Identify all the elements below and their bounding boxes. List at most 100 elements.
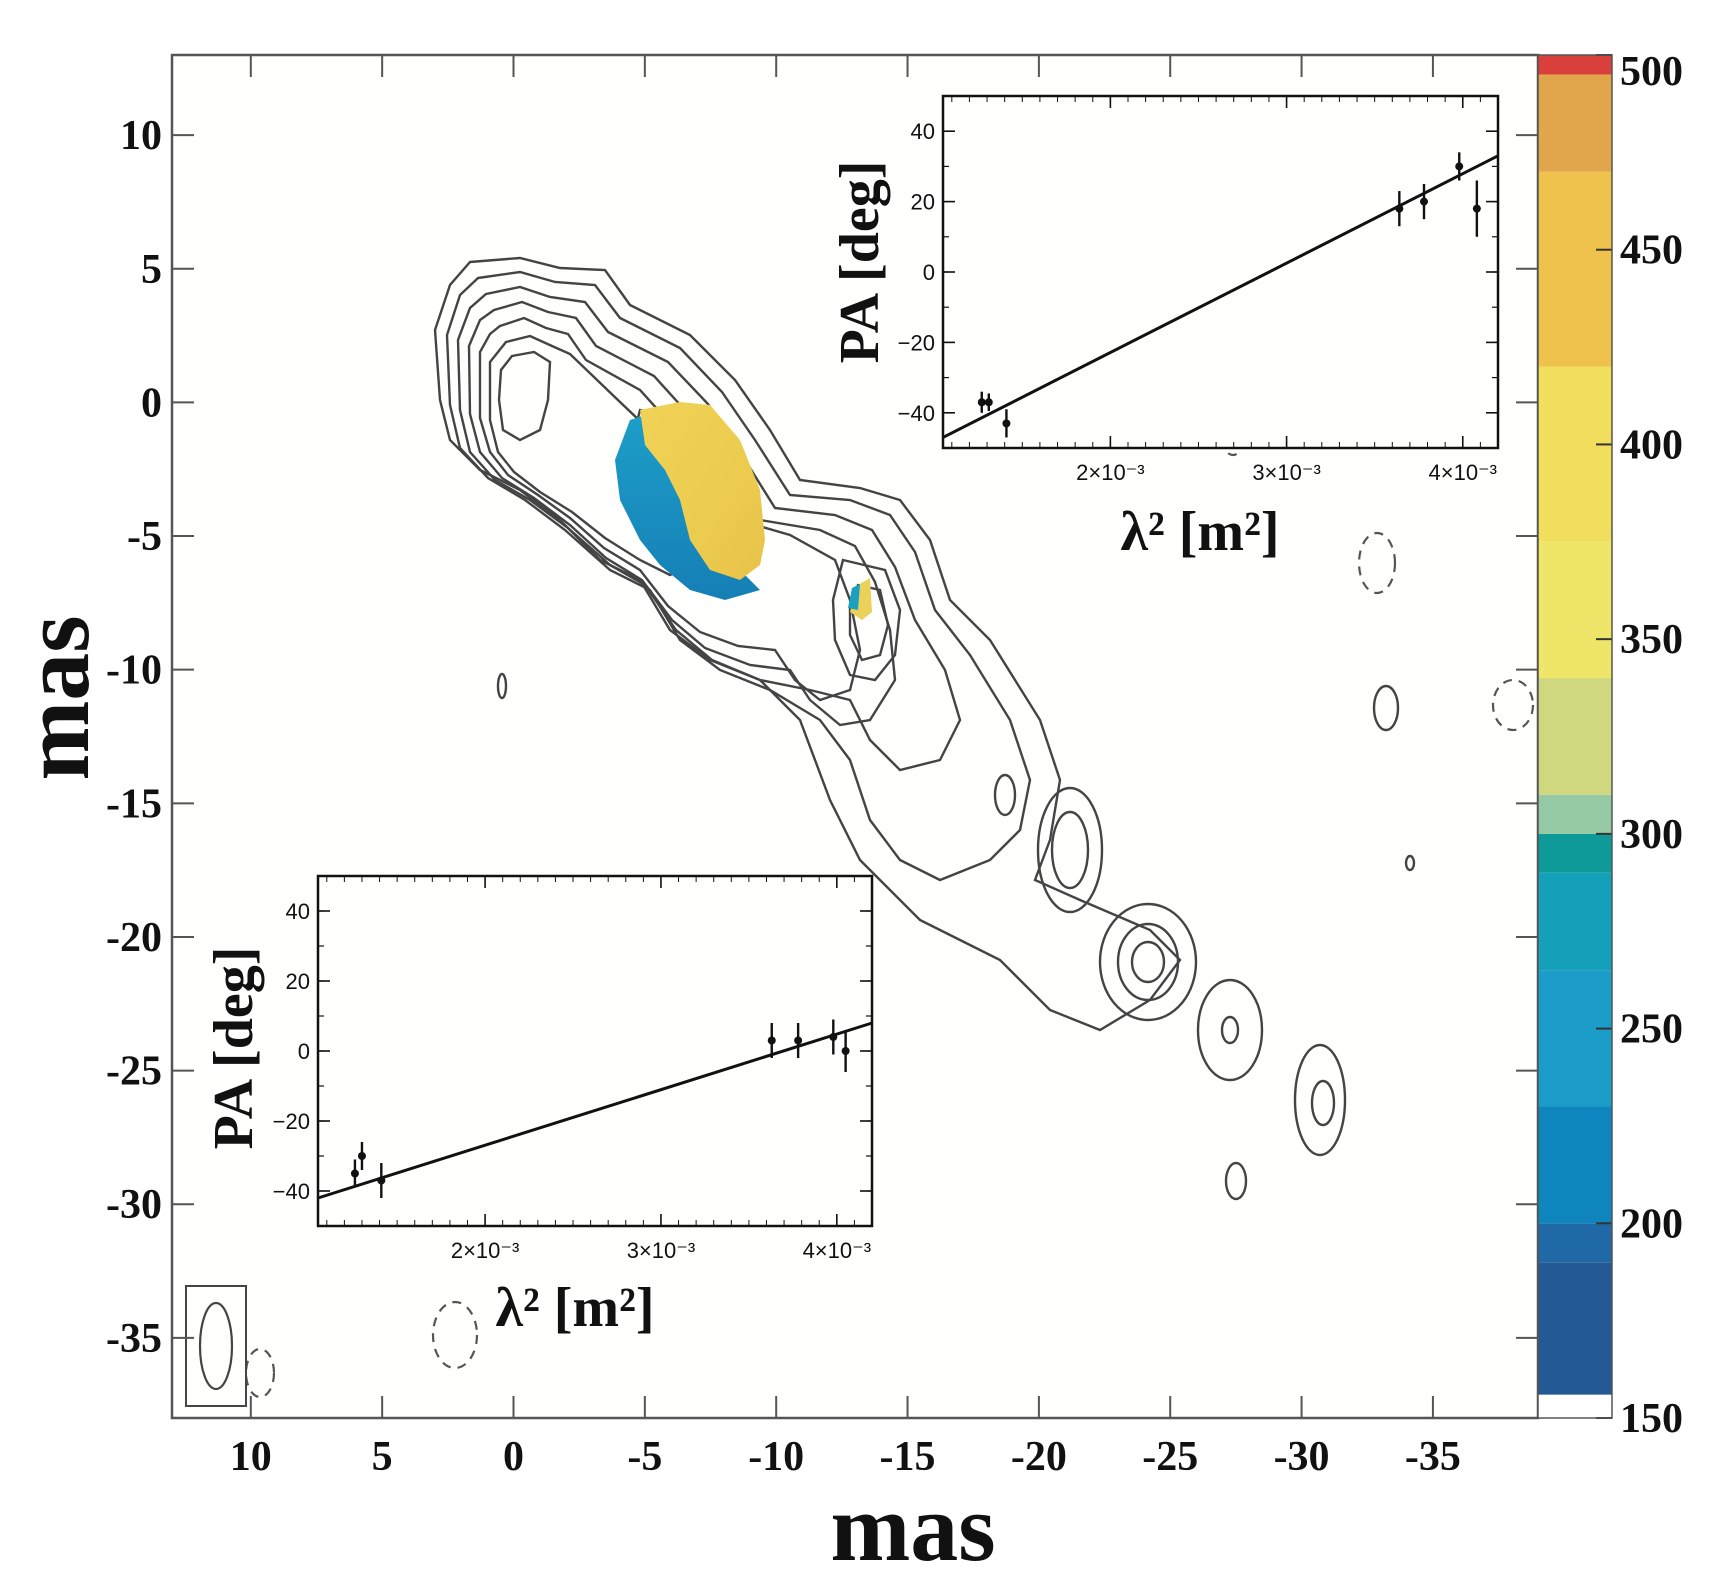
- colorbar-band: [1538, 872, 1612, 971]
- inset-data-point: [1472, 204, 1481, 213]
- colorbar-band: [1538, 541, 1612, 679]
- y-tick-label: 10: [120, 113, 162, 159]
- contour-21: [1293, 1043, 1347, 1157]
- x-axis-title: mas: [830, 1474, 995, 1577]
- contour-25: [496, 672, 508, 700]
- inset-data-point: [829, 1033, 838, 1041]
- main-axis-ticks: [172, 55, 1538, 1418]
- y-axis-title: mas: [2, 615, 109, 780]
- colorbar-label: 150: [1620, 1396, 1683, 1442]
- contour-19: [1196, 978, 1264, 1082]
- inset-lower-plot: 40 20 0 −20 −40 2×10⁻³ 3×10⁻³ 4×10⁻³: [273, 875, 873, 1263]
- colorbar-band: [1538, 833, 1612, 873]
- inset-x-tick-label: 4×10⁻³: [1429, 460, 1498, 485]
- inset-x-tick-label: 4×10⁻³: [803, 1238, 872, 1263]
- inset-x-tick-label: 3×10⁻³: [1252, 460, 1321, 485]
- contour-18: [1130, 940, 1166, 984]
- contour-5: [478, 316, 862, 702]
- inset-lower-ylabel: PA [deg]: [203, 947, 265, 1150]
- colorbar-band: [1538, 366, 1612, 542]
- colorbar-band: [1538, 171, 1612, 367]
- inset-y-tick-label: 0: [923, 260, 935, 285]
- rm-patch-yellow: [640, 402, 765, 580]
- contour-24: [1372, 684, 1400, 732]
- colorbar-band: [1538, 55, 1612, 75]
- inset-data-point: [977, 398, 986, 407]
- main-y-tick-labels: 10 5 0 -5 -10 -15 -20 -25 -30 -35: [106, 113, 162, 1362]
- colorbar-bands: [1538, 55, 1612, 1418]
- x-tick-label: -10: [748, 1434, 804, 1480]
- colorbar-label: 250: [1620, 1007, 1683, 1053]
- inset-data-point: [1455, 162, 1464, 171]
- colorbar-band: [1538, 1106, 1612, 1224]
- colorbar-label: 500: [1620, 49, 1683, 95]
- contour-12: [848, 583, 890, 662]
- inset-upper: 40 20 0 −20 −40 2×10⁻³ 3×10⁻³ 4×10⁻³ λ² [m²] PA…: [829, 94, 1500, 563]
- contour-13: [993, 773, 1017, 817]
- inset-lower: 40 20 0 −20 −40 2×10⁻³ 3×10⁻³ 4×10⁻³ λ² [m²] PA…: [203, 874, 874, 1339]
- inset-data-point: [984, 398, 993, 407]
- inset-data-point: [350, 1169, 359, 1178]
- x-tick-label: 0: [503, 1434, 524, 1480]
- inset-data-point: [377, 1176, 386, 1185]
- contour-neg-2: [1357, 531, 1397, 595]
- inset-upper-plot: 40 20 0 −20 −40 2×10⁻³ 3×10⁻³ 4×10⁻³: [898, 95, 1499, 485]
- colorbar-band: [1538, 74, 1612, 172]
- y-tick-label: -30: [106, 1182, 162, 1228]
- colorbar: 500 450 400 350 300 250 200 150: [1537, 49, 1683, 1442]
- inset-x-tick-label: 2×10⁻³: [1076, 460, 1145, 485]
- colorbar-ticks: 500 450 400 350 300 250 200 150: [1596, 49, 1683, 1442]
- rm-color-map: [615, 402, 872, 620]
- x-tick-label: 10: [230, 1434, 272, 1480]
- y-tick-label: 5: [141, 247, 162, 293]
- inset-data-point: [1420, 197, 1428, 206]
- y-tick-label: -15: [106, 781, 162, 827]
- inset-y-tick-label: −40: [273, 1179, 310, 1204]
- inset-data-point: [794, 1036, 803, 1045]
- inset-y-tick-label: 40: [911, 119, 935, 144]
- main-x-tick-labels: 10 5 0 -5 -10 -15 -20 -25 -30 -35: [230, 1434, 1461, 1480]
- inset-lower-xlabel: λ² [m²]: [495, 1277, 654, 1339]
- colorbar-band: [1538, 794, 1612, 834]
- inset-fit-line: [317, 1021, 873, 1200]
- contour-3: [456, 285, 962, 772]
- colorbar-band: [1538, 1262, 1612, 1395]
- inset-y-tick-label: 20: [911, 190, 935, 215]
- inset-data-point: [357, 1152, 366, 1160]
- contour-22: [1310, 1079, 1336, 1127]
- inset-data-point: [841, 1047, 850, 1055]
- contour-23: [1224, 1161, 1248, 1201]
- x-tick-label: 5: [372, 1434, 393, 1480]
- inset-x-tick-label: 2×10⁻³: [451, 1238, 520, 1263]
- y-tick-label: -10: [106, 648, 162, 694]
- inset-upper-ylabel: PA [deg]: [829, 161, 891, 364]
- y-tick-label: 0: [141, 380, 162, 426]
- inset-y-tick-label: −20: [898, 330, 935, 355]
- contour-neg-4: [431, 1300, 479, 1370]
- contour-6: [488, 334, 712, 577]
- y-tick-label: -20: [106, 915, 162, 961]
- contour-11: [831, 558, 902, 682]
- beam-box: [185, 1285, 247, 1407]
- colorbar-label: 300: [1620, 812, 1683, 858]
- x-tick-label: -20: [1011, 1434, 1067, 1480]
- inset-data-point: [1002, 419, 1011, 428]
- contour-26: [1404, 854, 1416, 872]
- contour-14: [1036, 786, 1104, 914]
- colorbar-band: [1538, 970, 1612, 1107]
- y-tick-label: -25: [106, 1049, 162, 1095]
- contour-17: [1116, 922, 1180, 1002]
- contour-4: [467, 300, 897, 727]
- contour-15: [1050, 810, 1090, 890]
- inset-data-point: [767, 1036, 776, 1045]
- colorbar-label: 400: [1620, 422, 1683, 468]
- colorbar-band: [1538, 1223, 1612, 1263]
- inset-fit-line: [942, 154, 1499, 439]
- contour-neg-3: [1491, 678, 1535, 732]
- inset-y-tick-label: 20: [286, 969, 310, 994]
- contour-neg-5: [244, 1347, 276, 1399]
- rm-patch-small-blue: [848, 584, 860, 610]
- inset-x-tick-label: 3×10⁻³: [627, 1238, 696, 1263]
- contour-20: [1220, 1015, 1240, 1045]
